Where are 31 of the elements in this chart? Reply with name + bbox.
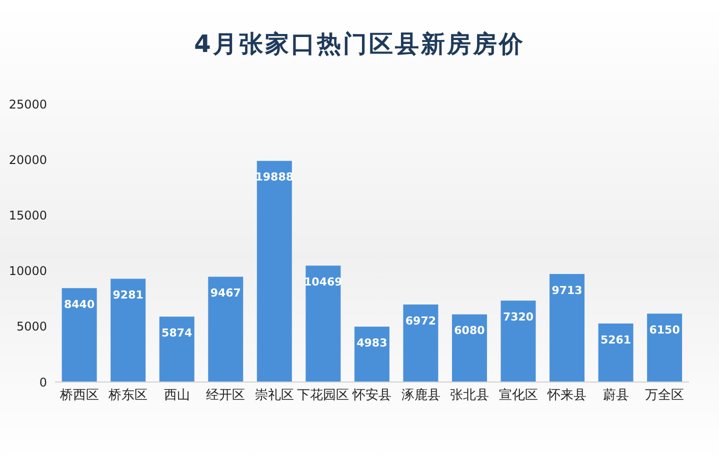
y-tick-label: 25000 (8, 97, 47, 112)
x-tick-label: 宣化区 (498, 387, 538, 404)
data-label: 6150 (649, 323, 680, 336)
x-tick-label: 涿鹿县 (401, 388, 440, 404)
y-tick-label: 20000 (8, 152, 47, 167)
x-tick-label: 下花园区 (297, 388, 350, 404)
x-tick-label: 西山 (164, 388, 190, 404)
x-tick-label: 怀来县 (546, 388, 587, 404)
data-label: 9713 (552, 284, 582, 297)
x-tick-label: 经开区 (206, 388, 246, 404)
x-tick-label: 蔚县 (602, 388, 629, 404)
data-label: 7320 (502, 310, 534, 324)
y-tick-label: 5000 (16, 320, 47, 334)
data-label: 4983 (356, 336, 388, 350)
data-label: 9281 (112, 288, 144, 302)
x-tick-label: 张北县 (450, 388, 490, 404)
x-tick-label: 怀安县 (352, 387, 392, 404)
chart-title: 4月张家口热门区县新房房价 (193, 29, 526, 60)
x-tick-label: 桥西区 (58, 388, 99, 404)
y-tick-label: 10000 (8, 264, 47, 278)
x-tick-label: 万全区 (645, 388, 684, 404)
x-tick-label: 桥东区 (108, 388, 148, 404)
data-label: 9467 (210, 286, 241, 300)
data-label: 6080 (454, 324, 486, 338)
y-tick-label: 0 (39, 375, 47, 390)
y-tick-label: 15000 (8, 208, 47, 222)
data-label: 8440 (64, 298, 95, 311)
data-label: 6972 (405, 314, 436, 328)
data-label: 5874 (162, 326, 193, 340)
data-label: 5261 (600, 333, 632, 346)
x-tick-label: 崇礼区 (254, 388, 294, 404)
